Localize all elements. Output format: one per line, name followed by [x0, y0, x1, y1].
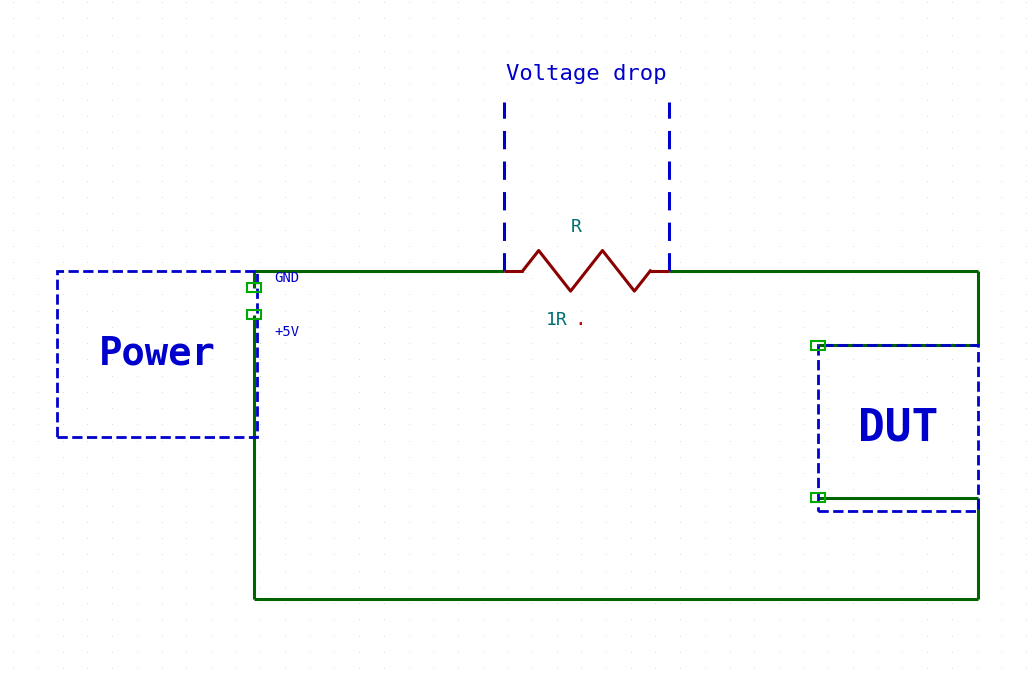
Bar	[247, 310, 260, 319]
Text: +5V: +5V	[275, 325, 299, 338]
Text: .: .	[574, 310, 586, 329]
Text: DUT: DUT	[858, 407, 937, 450]
Text: GND: GND	[275, 271, 299, 284]
Bar	[812, 341, 825, 349]
Bar	[247, 283, 260, 292]
Bar	[812, 493, 825, 502]
Text: 1R: 1R	[546, 311, 568, 328]
Text: Voltage drop: Voltage drop	[506, 64, 667, 85]
Bar	[57, 271, 257, 437]
Bar	[818, 345, 978, 511]
Text: R: R	[571, 218, 581, 236]
Text: Power: Power	[99, 334, 215, 373]
